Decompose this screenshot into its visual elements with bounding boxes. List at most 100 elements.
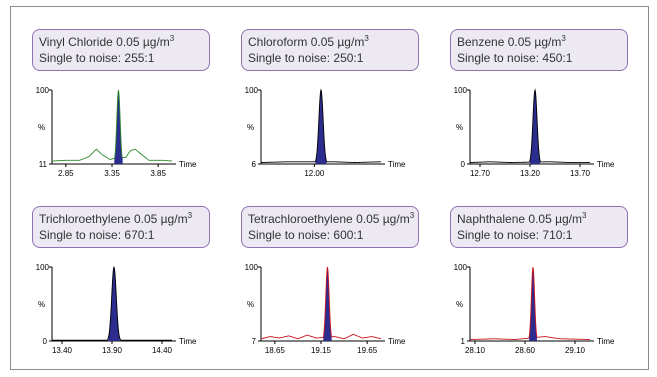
- chromatogram-trace: [51, 89, 173, 162]
- chromatogram-panel: Trichloroethylene 0.05 µg/m3 Single to no…: [22, 199, 227, 364]
- chromatogram-plot: 100% 11 2.85 3.35 3.85 Time: [36, 86, 197, 178]
- x-tick-label: 13.20: [520, 169, 541, 178]
- signal-to-noise-label: Single to noise: 670:1: [39, 228, 155, 242]
- concentration-value: 0.05 µg/m: [507, 35, 562, 49]
- y-top-label: 100: [36, 263, 50, 272]
- peak-area: [530, 90, 541, 164]
- y-top-label: 100: [454, 86, 468, 95]
- x-tick-label: 28.10: [465, 346, 486, 355]
- y-bottom-label: 1: [461, 337, 466, 346]
- x-tick-label: 19.65: [357, 346, 378, 355]
- concentration-value: 0.05 µg/m: [310, 35, 365, 49]
- chromatogram-panel: Naphthalene 0.05 µg/m3 Single to noise: 7…: [440, 199, 645, 364]
- signal-to-noise-label: Single to noise: 710:1: [457, 228, 573, 242]
- x-tick-label: 13.40: [52, 346, 73, 355]
- compound-title: Benzene 0.05 µg/m3: [457, 34, 627, 50]
- y-top-label: 100: [36, 86, 50, 95]
- x-tick-label: 3.35: [104, 169, 120, 178]
- y-percent-label: %: [456, 123, 463, 132]
- x-axis-label: Time: [179, 337, 197, 346]
- peak-area: [529, 267, 537, 341]
- chromatogram-plot: 100% 0 13.40 13.90 14.40 Time: [36, 263, 197, 355]
- y-bottom-label: 11: [39, 160, 48, 169]
- x-tick-label: 12.70: [470, 169, 491, 178]
- y-top-label: 100: [454, 263, 468, 272]
- y-bottom-label: 0: [43, 337, 48, 346]
- concentration-exponent: 3: [409, 211, 415, 220]
- x-tick-label: 28.60: [515, 346, 536, 355]
- x-tick-label: 29.10: [565, 346, 586, 355]
- concentration-value: 0.05 µg/m: [356, 212, 410, 226]
- peak-area: [108, 267, 120, 341]
- peak-area: [315, 90, 327, 164]
- y-bottom-label: 7: [252, 337, 257, 346]
- y-bottom-label: 0: [461, 160, 466, 169]
- compound-title: Vinyl Chloride 0.05 µg/m3: [39, 34, 209, 50]
- x-tick-label: 13.70: [570, 169, 591, 178]
- chromatogram-panel: Tetrachloroethylene 0.05 µg/m3 Single to …: [231, 199, 436, 364]
- compound-title: Tetrachloroethylene 0.05 µg/m3: [248, 211, 418, 227]
- compound-label-box: Trichloroethylene 0.05 µg/m3 Single to no…: [32, 206, 210, 248]
- compound-title: Naphthalene 0.05 µg/m3: [457, 211, 627, 227]
- chromatogram-panel: Chloroform 0.05 µg/m3 Single to noise: 25…: [231, 22, 436, 187]
- x-tick-label: 3.85: [150, 169, 166, 178]
- concentration-exponent: 3: [364, 34, 369, 43]
- compound-label-box: Chloroform 0.05 µg/m3 Single to noise: 25…: [241, 29, 419, 71]
- compound-title: Trichloroethylene 0.05 µg/m3: [39, 211, 209, 227]
- x-axis-label: Time: [388, 160, 406, 169]
- figure-frame: [10, 6, 649, 370]
- compound-name: Naphthalene: [457, 212, 526, 226]
- chromatogram-trace: [52, 266, 172, 341]
- concentration-value: 0.05 µg/m: [133, 212, 188, 226]
- chromatogram-plot: 100% 6 12.00 Time: [245, 86, 406, 178]
- compound-label-box: Benzene 0.05 µg/m3 Single to noise: 450:1: [450, 29, 628, 71]
- signal-to-noise-label: Single to noise: 600:1: [248, 228, 364, 242]
- compound-name: Tetrachloroethylene: [248, 212, 353, 226]
- concentration-value: 0.05 µg/m: [116, 35, 170, 49]
- y-percent-label: %: [38, 123, 45, 132]
- signal-to-noise-label: Single to noise: 450:1: [457, 51, 573, 65]
- y-percent-label: %: [456, 300, 463, 309]
- concentration-exponent: 3: [169, 34, 175, 43]
- compound-label-box: Tetrachloroethylene 0.05 µg/m3 Single to …: [241, 206, 419, 248]
- chromatogram-plot: 100% 7 18.65 19.15 19.65 Time: [245, 263, 406, 355]
- chromatogram-trace: [469, 88, 590, 163]
- compound-name: Vinyl Chloride: [39, 35, 113, 49]
- y-top-label: 100: [245, 263, 259, 272]
- x-axis-label: Time: [597, 337, 615, 346]
- concentration-exponent: 3: [187, 211, 193, 220]
- chromatogram-trace: [469, 267, 591, 340]
- chromatogram-panel: Vinyl Chloride 0.05 µg/m3 Single to noise…: [22, 22, 227, 187]
- y-percent-label: %: [247, 300, 254, 309]
- x-tick-label: 18.65: [265, 346, 286, 355]
- concentration-exponent: 3: [582, 211, 587, 220]
- peak-area: [323, 267, 332, 341]
- chromatogram-plot: 100% 128.10 28.60 29.10 Time: [454, 263, 615, 355]
- compound-label-box: Vinyl Chloride 0.05 µg/m3 Single to noise…: [32, 29, 210, 71]
- chromatogram-trace: [260, 88, 382, 163]
- peak-area: [114, 90, 123, 164]
- x-axis-label: Time: [388, 337, 406, 346]
- compound-name: Trichloroethylene: [39, 212, 131, 226]
- chromatogram-panel: Benzene 0.05 µg/m3 Single to noise: 450:1…: [440, 22, 645, 187]
- x-tick-label: 14.40: [152, 346, 173, 355]
- y-percent-label: %: [247, 123, 254, 132]
- compound-name: Benzene: [457, 35, 505, 49]
- x-tick-label: 12.00: [304, 169, 325, 178]
- x-axis-label: Time: [179, 160, 197, 169]
- chromatogram-plot: 100% 0 12.70 13.20 13.70 Time: [454, 86, 615, 178]
- x-tick-label: 19.15: [311, 346, 332, 355]
- y-bottom-label: 6: [252, 160, 257, 169]
- y-top-label: 100: [245, 86, 259, 95]
- concentration-value: 0.05 µg/m: [528, 212, 583, 226]
- signal-to-noise-label: Single to noise: 250:1: [248, 51, 364, 65]
- chromatogram-trace: [260, 266, 382, 340]
- x-tick-label: 2.85: [58, 169, 74, 178]
- concentration-exponent: 3: [561, 34, 566, 43]
- compound-name: Chloroform: [248, 35, 308, 49]
- x-tick-label: 13.90: [102, 346, 123, 355]
- compound-label-box: Naphthalene 0.05 µg/m3 Single to noise: 7…: [450, 206, 628, 248]
- signal-to-noise-label: Single to noise: 255:1: [39, 51, 155, 65]
- compound-title: Chloroform 0.05 µg/m3: [248, 34, 418, 50]
- y-percent-label: %: [38, 300, 45, 309]
